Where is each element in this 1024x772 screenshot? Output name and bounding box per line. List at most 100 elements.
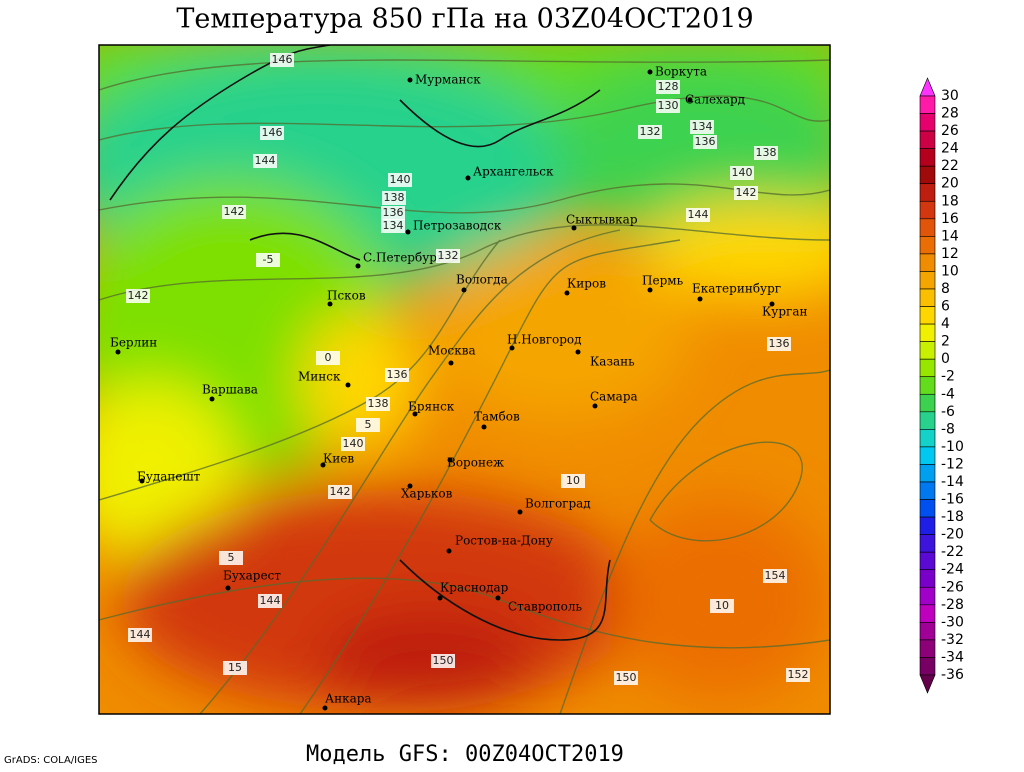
contour-label: 144: [688, 208, 709, 221]
contour-label: 130: [658, 99, 679, 112]
coastline: [399, 559, 611, 641]
colorbar-segment: [919, 639, 936, 658]
contour-label: 136: [769, 337, 790, 350]
contour-label: 152: [788, 668, 809, 681]
colorbar-segment: [919, 341, 936, 360]
city-label: Мурманск: [415, 73, 481, 87]
colorbar-label: 20: [941, 176, 959, 192]
colorbar-label: -8: [941, 421, 955, 437]
colorbar-label: -12: [941, 456, 964, 472]
colorbar-cap: [919, 77, 936, 97]
contour-label: 140: [732, 166, 753, 179]
city-label: Бухарест: [223, 569, 281, 583]
contour-labels: 1461461441421401381361341321421361381401…: [126, 53, 810, 685]
colorbar-label: -6: [941, 404, 955, 420]
contour-label-bg: [561, 474, 585, 488]
contour-label-bg: [258, 594, 282, 608]
colorbar-segment: [919, 429, 936, 448]
colorbar-label: 18: [941, 193, 959, 209]
colorbar-label: -18: [941, 509, 964, 525]
contour-label-bg: [690, 120, 714, 134]
contour-label: 138: [756, 146, 777, 159]
city-dot: [446, 548, 452, 554]
title: Температура 850 гПа на 03Z04OCT2019: [176, 4, 753, 35]
contour-label: 142: [128, 289, 149, 302]
colorbar-segment: [919, 183, 936, 202]
city-dot: [139, 478, 145, 484]
city-dot: [209, 396, 215, 402]
contour-label: -5: [263, 253, 274, 266]
colorbar-label: -22: [941, 544, 964, 560]
city-dot: [407, 483, 413, 489]
city-dot: [225, 585, 231, 591]
colorbar-segment: [919, 95, 936, 114]
field-ural: [640, 200, 830, 300]
contour-label: 144: [260, 594, 281, 607]
city-label: Псков: [327, 289, 366, 303]
city-label: Харьков: [401, 487, 453, 501]
contour-label: 132: [438, 249, 459, 262]
city-label: Киров: [567, 277, 606, 291]
contour-label-bg: [638, 125, 662, 139]
contour-label: 146: [272, 53, 293, 66]
colorbar-label: -32: [941, 632, 964, 648]
contour-label-bg: [222, 205, 246, 219]
colorbar-segment: [919, 516, 936, 535]
contour-label-bg: [256, 253, 280, 267]
contour-label: 128: [658, 80, 679, 93]
city-dot: [345, 382, 351, 388]
city-dot: [687, 97, 693, 103]
city-dot: [575, 349, 581, 355]
contour-label: 150: [433, 654, 454, 667]
colorbar-label: 16: [941, 211, 959, 227]
contour-label: 138: [384, 191, 405, 204]
colorbar-segment: [919, 657, 936, 676]
contour-line: [299, 239, 681, 714]
city-dot: [697, 296, 703, 302]
colorbar-segment: [919, 481, 936, 500]
city-dot: [647, 287, 653, 293]
contour-label-bg: [381, 206, 405, 220]
colorbar: 302826242220181614121086420-2-4-6-8-10-1…: [919, 77, 964, 694]
city-label: Н.Новгород: [507, 333, 582, 347]
city-label: Ростов-на-Дону: [455, 534, 553, 548]
field-southwest: [99, 380, 240, 560]
city-dot: [461, 287, 467, 293]
city-dot: [447, 457, 453, 463]
field-volga: [430, 240, 690, 420]
contour-label: 138: [368, 397, 389, 410]
colorbar-label: -14: [941, 474, 964, 490]
contour-label: 5: [365, 418, 372, 431]
contour-label-bg: [382, 191, 406, 205]
city-label: Киев: [323, 452, 354, 466]
contour-label-bg: [219, 551, 243, 565]
city-label: Сыктывкар: [566, 213, 638, 227]
contour-line: [99, 95, 830, 141]
contour-label: 150: [616, 671, 637, 684]
colorbar-label: -26: [941, 579, 964, 595]
colorbar-segment: [919, 236, 936, 255]
colorbar-label: -24: [941, 562, 964, 578]
city-label: Варшава: [202, 383, 258, 397]
city-label: Вологда: [456, 273, 508, 287]
city-dot: [448, 360, 454, 366]
colorbar-label: 28: [941, 106, 959, 122]
footer: Модель GFS: 00Z04OCT2019: [306, 742, 624, 767]
colorbar-label: -16: [941, 492, 964, 508]
contour-label-bg: [656, 99, 680, 113]
contour-label-bg: [734, 186, 758, 200]
city-dot: [517, 509, 523, 515]
contour-label-bg: [356, 418, 380, 432]
field-yellow: [300, 310, 420, 450]
coastline: [109, 45, 331, 201]
city-label: Москва: [428, 344, 476, 358]
contour-label-bg: [341, 437, 365, 451]
colorbar-label: 26: [941, 123, 959, 139]
colorbar-label: 0: [941, 351, 950, 367]
colorbar-label: -20: [941, 527, 964, 543]
contour-label-bg: [128, 628, 152, 642]
contours: [99, 59, 830, 714]
city-dot: [495, 595, 501, 601]
